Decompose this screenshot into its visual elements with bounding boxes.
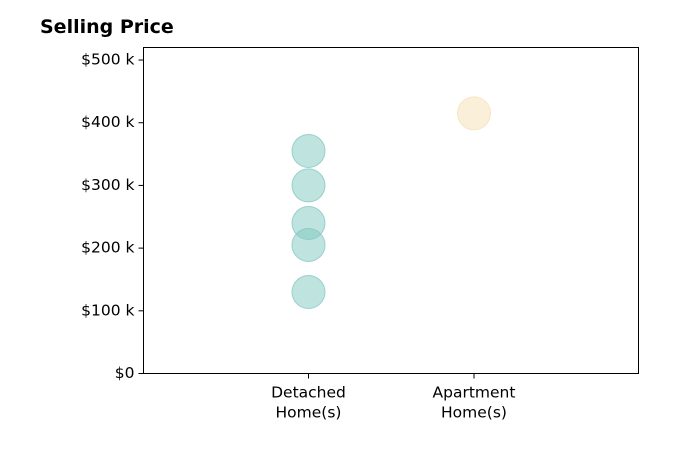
data-point	[291, 168, 326, 203]
data-point	[291, 133, 326, 168]
y-axis: $0 $100 k $200 k $300 k $400 k $500 k	[81, 51, 144, 382]
y-tick-label: $500 k	[81, 51, 134, 69]
y-tick-label: $0	[115, 364, 135, 382]
chart-title: Selling Price	[40, 16, 174, 38]
y-tick-label: $300 k	[81, 176, 134, 194]
x-axis: Detached Home(s) Apartment Home(s)	[271, 373, 516, 422]
y-tick-label: $100 k	[81, 301, 134, 319]
y-tick-label: $200 k	[81, 239, 134, 257]
y-tick-label: $400 k	[81, 113, 134, 131]
data-point	[457, 96, 491, 131]
x-tick-label: Apartment Home(s)	[433, 384, 516, 422]
plot-frame	[143, 47, 639, 374]
data-point	[291, 275, 326, 309]
data-point	[291, 206, 326, 241]
x-tick-label: Detached Home(s)	[271, 384, 346, 422]
data-points	[291, 96, 491, 309]
